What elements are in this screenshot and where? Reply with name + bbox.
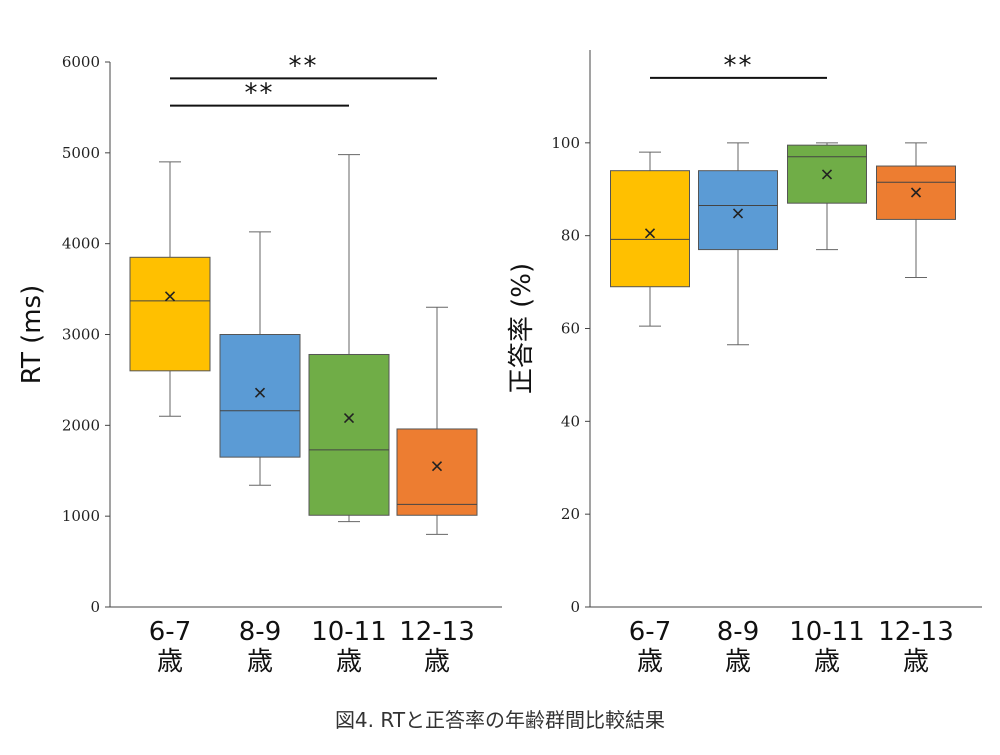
y-tick-label: 0: [570, 598, 580, 616]
y-axis-title: RT (ms): [17, 285, 47, 384]
box-8-9: [698, 142, 778, 346]
x-tick-label-unit: 歳: [157, 647, 183, 677]
x-tick-label: 12-13: [399, 617, 475, 647]
x-tick-label-unit: 歳: [336, 647, 362, 677]
y-tick-label: 0: [90, 598, 100, 616]
box-body: [308, 353, 390, 516]
box-8-9: [219, 231, 301, 486]
significance-label: **: [245, 79, 275, 109]
box-body: [219, 334, 301, 458]
y-tick-label: 20: [561, 505, 580, 523]
x-tick-label-unit: 歳: [814, 647, 840, 677]
y-axis-title: 正答率 (%): [507, 263, 537, 394]
box-12-13: [876, 142, 956, 278]
x-tick-label: 6-7: [629, 617, 671, 647]
box-body: [129, 256, 211, 372]
mean-marker: [644, 228, 656, 239]
y-tick-label: 1000: [62, 507, 100, 525]
y-tick-label: 4000: [62, 235, 100, 253]
x-tick-label: 12-13: [878, 617, 954, 647]
box-body: [698, 170, 778, 251]
mean-marker: [732, 208, 744, 219]
x-tick-label-unit: 歳: [725, 647, 751, 677]
y-tick-label: 60: [561, 320, 580, 338]
x-tick-label: 8-9: [239, 617, 281, 647]
mean-marker: [343, 413, 355, 424]
x-tick-label-unit: 歳: [903, 647, 929, 677]
mean-marker: [431, 461, 443, 472]
box-10-11: [787, 142, 867, 251]
y-tick-label: 3000: [62, 326, 100, 344]
mean-marker: [254, 387, 266, 398]
mean-marker: [164, 291, 176, 302]
box-6-7: [610, 151, 690, 327]
y-tick-label: 80: [561, 227, 580, 245]
x-tick-label: 10-11: [789, 617, 865, 647]
significance-label: **: [724, 51, 754, 81]
x-tick-label-unit: 歳: [637, 647, 663, 677]
x-tick-label: 8-9: [717, 617, 759, 647]
box-10-11: [308, 154, 390, 523]
y-tick-label: 40: [561, 412, 580, 430]
figure-caption: 図4. RTと正答率の年齢群間比較結果: [334, 708, 666, 732]
y-tick-label: 2000: [62, 416, 100, 434]
y-tick-label: 5000: [62, 144, 100, 162]
x-tick-label: 6-7: [149, 617, 191, 647]
x-tick-label-unit: 歳: [424, 647, 450, 677]
box-body: [396, 428, 478, 516]
mean-marker: [910, 187, 922, 198]
box-body: [610, 170, 690, 288]
mean-marker: [821, 169, 833, 180]
box-12-13: [396, 306, 478, 535]
x-tick-label-unit: 歳: [247, 647, 273, 677]
x-tick-label: 10-11: [311, 617, 387, 647]
box-6-7: [129, 161, 211, 417]
y-tick-label: 6000: [62, 53, 100, 71]
y-tick-label: 100: [551, 134, 580, 152]
significance-label: **: [289, 51, 319, 81]
